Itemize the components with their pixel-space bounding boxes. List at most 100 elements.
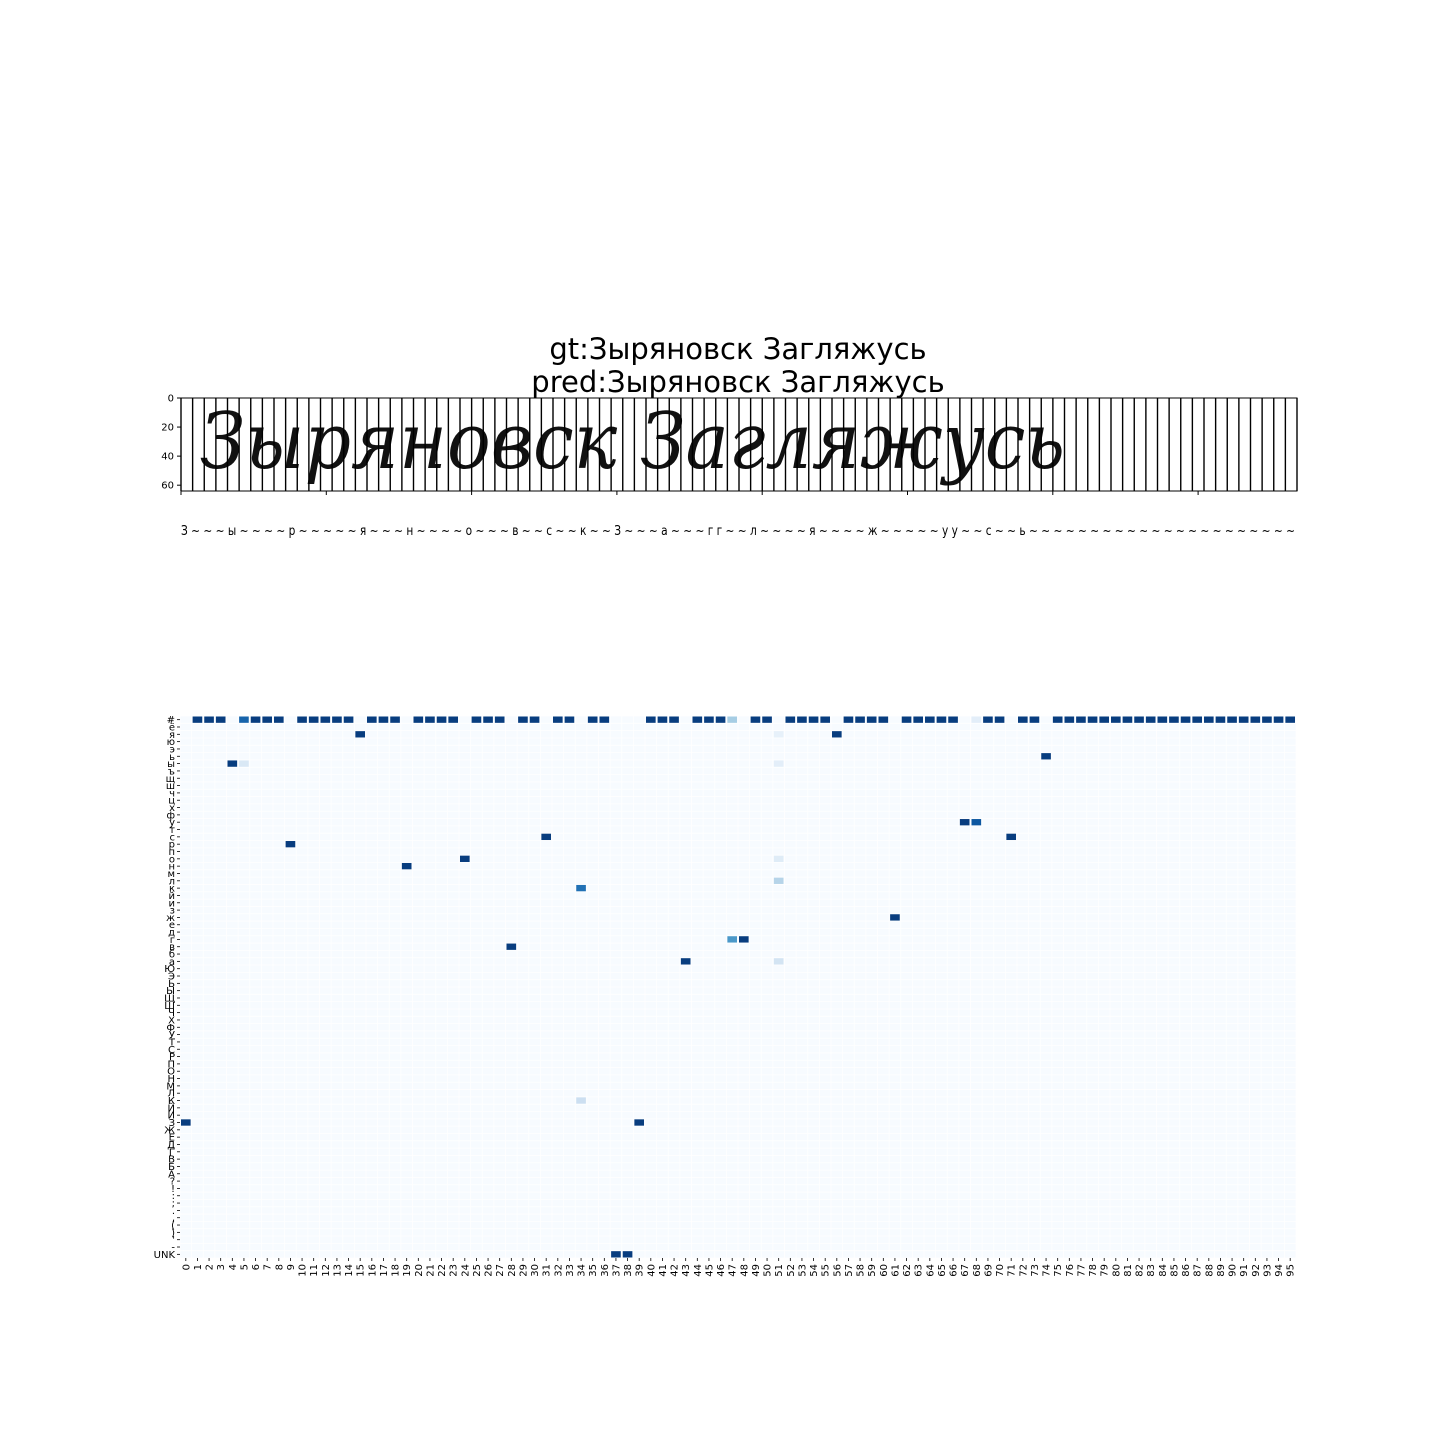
heatmap-y-label: , <box>172 1213 175 1224</box>
heatmap-x-label: 30 <box>530 1264 541 1277</box>
y-tick-label: 0 <box>168 394 174 405</box>
heatmap-cell <box>587 716 598 723</box>
heatmap-x-label: 68 <box>972 1264 983 1277</box>
heatmap-cell <box>564 716 575 723</box>
heatmap-x-label: 26 <box>484 1264 495 1277</box>
heatmap-x-label: 54 <box>809 1264 820 1277</box>
heatmap-y-label: А <box>168 1169 175 1180</box>
heatmap-y-label: н <box>168 862 175 873</box>
heatmap-y-label: Э <box>168 972 175 983</box>
heatmap-cell <box>727 716 737 723</box>
heatmap-x-label: 35 <box>588 1264 599 1277</box>
heatmap-x-label: 70 <box>995 1264 1006 1277</box>
heatmap-x-label: 44 <box>693 1264 704 1277</box>
heatmap-y-label: Б <box>168 1162 175 1173</box>
heatmap-x-label: 72 <box>1018 1264 1029 1277</box>
heatmap-y-label: Т <box>168 1037 176 1048</box>
heatmap-cell <box>773 731 784 738</box>
heatmap-cell <box>1134 716 1144 723</box>
heatmap-x-label: 74 <box>1042 1264 1053 1277</box>
heatmap-cell <box>250 716 261 723</box>
heatmap-cell <box>948 716 958 723</box>
heatmap-x-label: 32 <box>553 1264 564 1277</box>
heatmap-y-label: И <box>168 1111 175 1122</box>
heatmap-x-label: 42 <box>670 1264 681 1277</box>
heatmap-cell <box>1052 716 1063 723</box>
heatmap-cell <box>622 1251 633 1258</box>
heatmap-cell <box>204 716 214 723</box>
heatmap-cell <box>355 731 365 738</box>
heatmap-x-label: 81 <box>1123 1264 1134 1277</box>
heatmap-x-label: 23 <box>449 1264 460 1277</box>
heatmap-x-label: 86 <box>1181 1264 1192 1277</box>
heatmap-x-label: 83 <box>1146 1264 1157 1277</box>
heatmap-y-label: ' <box>172 1235 175 1246</box>
heatmap-x-label: 91 <box>1239 1264 1250 1277</box>
heatmap-y-label: Д <box>167 1140 175 1151</box>
heatmap-x-label: 28 <box>507 1264 518 1277</box>
heatmap-y-label: Щ <box>164 993 175 1004</box>
heatmap-y-label: г <box>170 935 175 946</box>
heatmap-cell <box>773 760 784 767</box>
heatmap-cell <box>239 760 249 767</box>
heatmap-cell <box>1285 716 1295 723</box>
heatmap-y-label: Ш <box>164 1001 175 1012</box>
y-tick-label: 40 <box>161 452 174 463</box>
heatmap-x-label: 57 <box>844 1264 855 1277</box>
heatmap-x-label: 46 <box>716 1264 727 1277</box>
heatmap-y-label: ъ <box>168 766 175 777</box>
heatmap-x-label: 77 <box>1076 1264 1087 1277</box>
heatmap-x-label: 41 <box>658 1264 669 1277</box>
heatmap-cell <box>285 841 296 848</box>
heatmap-y-label: х <box>169 803 175 814</box>
heatmap-x-label: 15 <box>356 1264 367 1277</box>
heatmap-cell <box>750 716 761 723</box>
heatmap-y-label: к <box>169 884 175 895</box>
heatmap-y-label: у <box>169 818 175 829</box>
heatmap-cell <box>611 1251 621 1258</box>
heatmap-y-label: ш <box>166 781 175 792</box>
image-frame <box>180 397 1298 492</box>
heatmap-x-label: 36 <box>600 1264 611 1277</box>
heatmap-x-label: 7 <box>263 1264 274 1270</box>
heatmap-y-label: Ч <box>168 1008 175 1019</box>
heatmap-y-label: п <box>168 847 175 858</box>
heatmap-cell <box>680 958 691 965</box>
heatmap-y-label: Х <box>168 1015 175 1026</box>
heatmap-cell <box>971 716 982 723</box>
heatmap-cell <box>715 716 726 723</box>
heatmap-y-label: ё <box>169 722 175 733</box>
heatmap-x-label: 34 <box>577 1264 588 1277</box>
heatmap-y-label: Г <box>169 1147 175 1158</box>
heatmap-x-label: 55 <box>821 1264 832 1277</box>
heatmap-y-label: # <box>167 715 175 726</box>
heatmap-x-label: 22 <box>437 1264 448 1277</box>
heatmap-x-label: 24 <box>460 1264 471 1277</box>
heatmap-cell <box>866 716 877 723</box>
heatmap-cell <box>215 716 226 723</box>
heatmap-cell <box>576 884 586 892</box>
heatmap-cell <box>1122 716 1133 723</box>
heatmap-x-label: 85 <box>1169 1264 1180 1277</box>
heatmap-x-label: 6 <box>251 1264 262 1270</box>
heatmap-cell <box>518 716 528 723</box>
heatmap-cell <box>832 731 842 738</box>
heatmap-y-label: я <box>169 730 175 741</box>
heatmap-cell <box>413 716 424 723</box>
heatmap-y-label: ы <box>167 759 175 770</box>
heatmap-cell <box>878 716 889 723</box>
heatmap-x-label: 8 <box>274 1264 285 1270</box>
heatmap-x-label: 20 <box>414 1264 425 1277</box>
heatmap-y-label: Е <box>169 1133 175 1144</box>
heatmap-y-label: П <box>167 1059 175 1070</box>
handwritten-text: Зыряновск Загляжусь <box>200 397 1065 487</box>
heatmap-y-label: ь <box>169 752 175 763</box>
heatmap-y-label: о <box>169 854 175 865</box>
heatmap-x-label: 89 <box>1216 1264 1227 1277</box>
heatmap-cell <box>367 716 377 723</box>
heatmap-x-label: 48 <box>739 1264 750 1277</box>
heatmap-cell <box>1018 716 1028 723</box>
heatmap-x-label: 43 <box>681 1264 692 1277</box>
heatmap-y-label: ) <box>171 1228 175 1239</box>
